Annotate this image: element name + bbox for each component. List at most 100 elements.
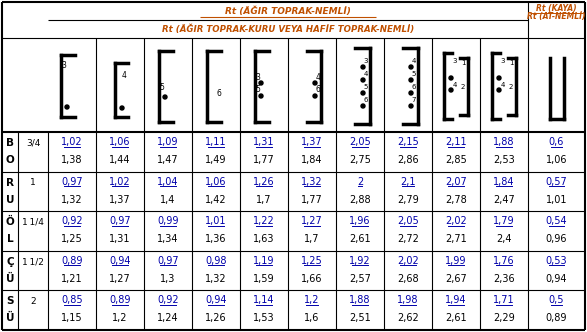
Text: 2,05: 2,05 — [349, 137, 371, 147]
Text: 1,79: 1,79 — [493, 216, 515, 226]
Text: 2,02: 2,02 — [397, 256, 419, 266]
Text: 6: 6 — [411, 84, 416, 90]
Text: 2,05: 2,05 — [397, 216, 419, 226]
Text: 2,67: 2,67 — [445, 274, 467, 284]
Text: 1,96: 1,96 — [349, 216, 371, 226]
Text: Ç: Ç — [6, 257, 14, 267]
Text: 0,54: 0,54 — [546, 216, 567, 226]
Text: 1 1/4: 1 1/4 — [22, 217, 44, 226]
Circle shape — [120, 106, 124, 110]
Text: 6: 6 — [364, 97, 368, 103]
Text: 3: 3 — [255, 72, 261, 81]
Text: 6: 6 — [217, 89, 221, 98]
Text: 2,78: 2,78 — [445, 195, 467, 205]
Text: Rt (ÂĞIR TOPRAK-NEMLİ): Rt (ÂĞIR TOPRAK-NEMLİ) — [225, 6, 351, 16]
Text: 1,88: 1,88 — [349, 295, 371, 305]
Text: 2,68: 2,68 — [397, 274, 419, 284]
Text: B: B — [6, 138, 14, 148]
Text: 2,53: 2,53 — [493, 155, 515, 165]
Text: 4: 4 — [501, 82, 505, 88]
Text: 0,97: 0,97 — [109, 216, 131, 226]
Text: 1,14: 1,14 — [253, 295, 275, 305]
Text: 1,32: 1,32 — [301, 177, 323, 187]
Text: S: S — [6, 296, 14, 306]
Text: 4: 4 — [412, 58, 416, 64]
Text: 1,06: 1,06 — [205, 177, 227, 187]
Text: 0,89: 0,89 — [61, 256, 83, 266]
Text: 0,99: 0,99 — [157, 216, 179, 226]
Text: 1,88: 1,88 — [493, 137, 515, 147]
Text: 2,36: 2,36 — [493, 274, 515, 284]
Text: 1,2: 1,2 — [112, 313, 128, 323]
Circle shape — [361, 91, 365, 95]
Text: 2,11: 2,11 — [445, 137, 467, 147]
Circle shape — [163, 95, 167, 99]
Text: 1,19: 1,19 — [253, 256, 275, 266]
Text: 2,62: 2,62 — [397, 313, 419, 323]
Text: 2,29: 2,29 — [493, 313, 515, 323]
Text: 2,02: 2,02 — [445, 216, 467, 226]
Text: 2,79: 2,79 — [397, 195, 419, 205]
Circle shape — [65, 105, 69, 109]
Text: 1,84: 1,84 — [493, 177, 515, 187]
Circle shape — [409, 78, 413, 82]
Text: 1,37: 1,37 — [301, 137, 323, 147]
Text: 1,01: 1,01 — [546, 195, 567, 205]
Text: 1,26: 1,26 — [253, 177, 275, 187]
Text: Ü: Ü — [6, 274, 14, 284]
Text: 1,77: 1,77 — [301, 195, 323, 205]
Text: 0,92: 0,92 — [61, 216, 83, 226]
Text: 2,57: 2,57 — [349, 274, 371, 284]
Text: 2,51: 2,51 — [349, 313, 371, 323]
Text: 1,38: 1,38 — [61, 155, 83, 165]
Text: 2: 2 — [461, 84, 465, 90]
Text: 1,02: 1,02 — [61, 137, 83, 147]
Text: 1,7: 1,7 — [304, 234, 320, 244]
Circle shape — [361, 104, 365, 108]
Circle shape — [409, 91, 413, 95]
Text: 5: 5 — [255, 86, 261, 95]
Text: 3/4: 3/4 — [26, 138, 40, 147]
Text: 4: 4 — [316, 72, 321, 81]
Text: 1,24: 1,24 — [157, 313, 179, 323]
Text: 4: 4 — [364, 71, 368, 77]
Text: 1,99: 1,99 — [446, 256, 467, 266]
Text: 2,15: 2,15 — [397, 137, 419, 147]
Text: 1,3: 1,3 — [160, 274, 176, 284]
Text: 1,47: 1,47 — [157, 155, 179, 165]
Text: 0,97: 0,97 — [157, 256, 179, 266]
Text: 3: 3 — [501, 58, 505, 64]
Text: 1,31: 1,31 — [253, 137, 275, 147]
Text: 0,92: 0,92 — [157, 295, 179, 305]
Circle shape — [497, 76, 501, 80]
Text: 0,94: 0,94 — [205, 295, 227, 305]
Circle shape — [361, 65, 365, 69]
Text: 2,1: 2,1 — [400, 177, 416, 187]
Circle shape — [259, 94, 263, 98]
Text: 0,94: 0,94 — [546, 274, 567, 284]
Text: 1,06: 1,06 — [109, 137, 131, 147]
Text: 1,76: 1,76 — [493, 256, 515, 266]
Text: R: R — [6, 178, 14, 188]
Text: 1,66: 1,66 — [301, 274, 323, 284]
Text: 0,85: 0,85 — [61, 295, 83, 305]
Text: O: O — [6, 155, 14, 165]
Text: 0,98: 0,98 — [205, 256, 227, 266]
Text: 4: 4 — [453, 82, 457, 88]
Text: 3: 3 — [364, 58, 368, 64]
Text: 3: 3 — [453, 58, 457, 64]
Text: 1,37: 1,37 — [109, 195, 131, 205]
Text: 2: 2 — [509, 84, 513, 90]
Text: 1,7: 1,7 — [257, 195, 272, 205]
Text: 1,4: 1,4 — [160, 195, 176, 205]
Text: 1,25: 1,25 — [61, 234, 83, 244]
Text: 2,07: 2,07 — [445, 177, 467, 187]
Text: 5: 5 — [160, 82, 164, 92]
Text: 1,49: 1,49 — [205, 155, 227, 165]
Text: 1,59: 1,59 — [253, 274, 275, 284]
Text: 6: 6 — [316, 86, 321, 95]
Circle shape — [259, 81, 263, 85]
Text: 1,32: 1,32 — [61, 195, 83, 205]
Text: 1,11: 1,11 — [205, 137, 227, 147]
Text: 2: 2 — [357, 177, 363, 187]
